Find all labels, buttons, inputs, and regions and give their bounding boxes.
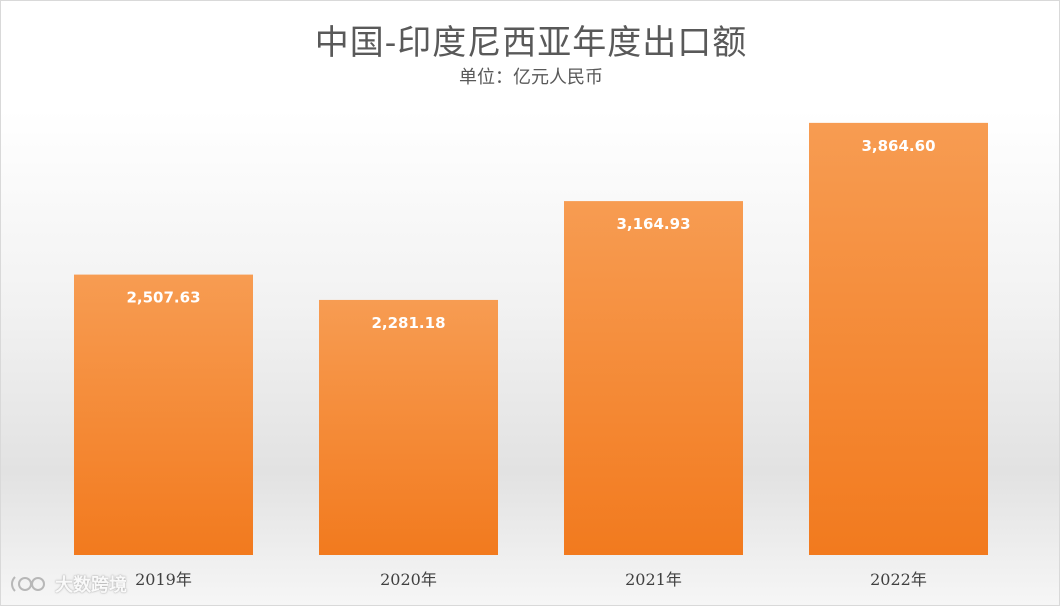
bar-2 — [564, 201, 743, 556]
x-tick-label-2: 2021年 — [625, 570, 682, 589]
x-tick-label-0: 2019年 — [135, 570, 192, 589]
x-tick-label-1: 2020年 — [380, 570, 437, 589]
watermark-logo-icon — [11, 576, 45, 592]
x-tick-label-3: 2022年 — [870, 570, 927, 589]
value-label-1: 2,281.18 — [371, 314, 445, 332]
x-tick-labels-group: 2019年 2020年 2021年 2022年 — [135, 570, 927, 589]
chart-subtitle: 单位：亿元人民币 — [459, 67, 603, 88]
value-label-3: 3,864.60 — [861, 137, 935, 155]
watermark-text: 大数跨境 — [55, 575, 127, 596]
chart-title: 中国-印度尼西亚年度出口额 — [314, 23, 748, 63]
value-label-0: 2,507.63 — [126, 289, 200, 307]
bars-group — [74, 122, 988, 556]
watermark: 大数跨境 — [9, 571, 127, 597]
value-label-2: 3,164.93 — [616, 215, 690, 233]
bar-1 — [319, 299, 498, 555]
value-labels-group: 2,507.63 2,281.18 3,164.93 3,864.60 — [126, 137, 935, 332]
bar-0 — [74, 274, 253, 555]
bar-3 — [809, 122, 988, 555]
